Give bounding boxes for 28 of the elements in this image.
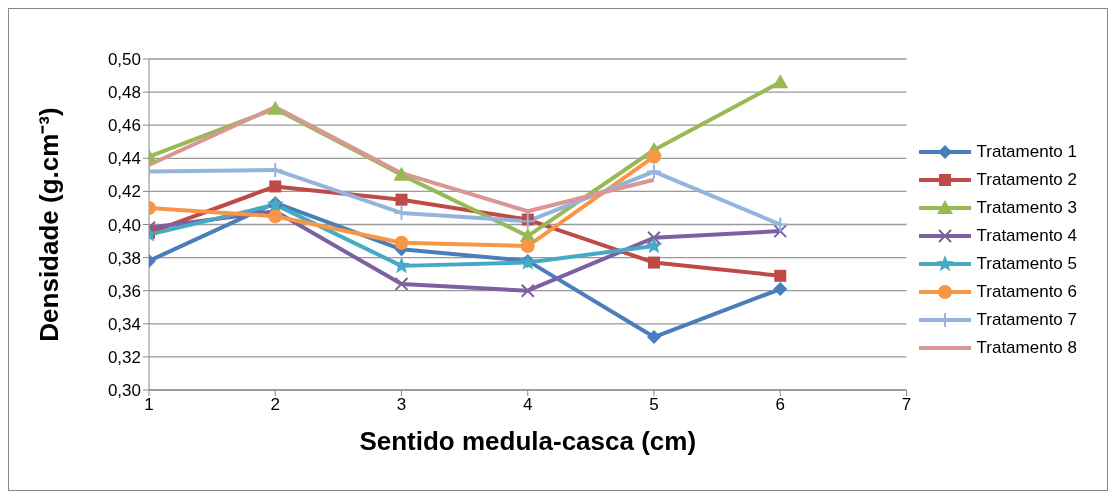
legend-label: Tratamento 6 (976, 281, 1077, 302)
y-tick-label: 0,34 (107, 314, 141, 334)
x-axis-title: Sentido medula-casca (cm) (359, 426, 697, 456)
y-tick-label: 0,50 (107, 50, 141, 70)
y-tick-label: 0,48 (107, 83, 141, 103)
x-tick-label: 5 (649, 395, 659, 415)
legend-label: Tratamento 7 (976, 309, 1077, 330)
legend-label: Tratamento 8 (976, 337, 1077, 358)
x-tick-label: 2 (270, 395, 280, 415)
legend-label: Tratamento 3 (976, 197, 1077, 218)
y-tick-label: 0,44 (107, 149, 141, 169)
legend-label: Tratamento 2 (976, 169, 1077, 190)
y-tick-label: 0,40 (107, 215, 141, 235)
x-tick-label: 4 (523, 395, 533, 415)
x-tick-label: 7 (901, 395, 912, 415)
legend-label: Tratamento 5 (976, 253, 1077, 274)
legend-label: Tratamento 1 (976, 141, 1077, 162)
x-tick-label: 1 (144, 395, 154, 415)
y-tick-label: 0,30 (107, 381, 141, 401)
y-axis-title: Densidade (g.cm⁻³) (34, 107, 65, 342)
legend-label: Tratamento 4 (976, 225, 1077, 246)
y-tick-label: 0,42 (107, 182, 141, 202)
y-tick-label: 0,36 (107, 281, 141, 301)
x-tick-label: 3 (396, 395, 407, 415)
y-tick-label: 0,46 (107, 116, 141, 136)
y-tick-label: 0,32 (107, 347, 141, 367)
y-tick-label: 0,38 (107, 248, 141, 268)
x-tick-label: 6 (775, 395, 785, 415)
